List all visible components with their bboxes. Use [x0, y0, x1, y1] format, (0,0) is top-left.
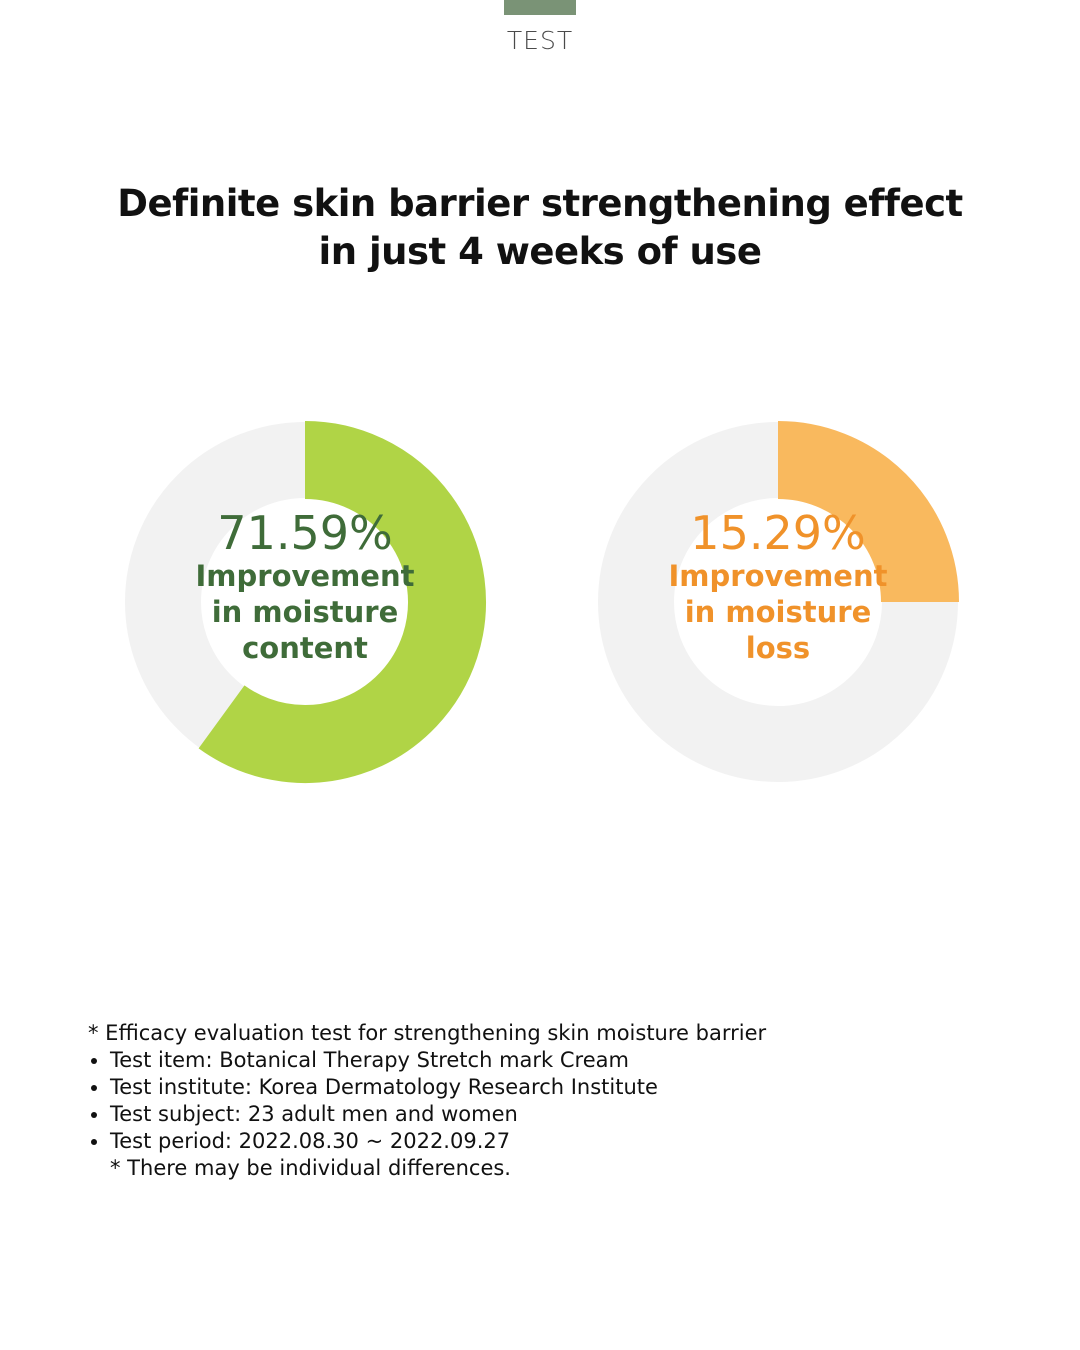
- donut-center-moisture-content: 71.59% Improvement in moisture content: [115, 412, 495, 792]
- donut-svg-moisture-loss: [598, 421, 959, 782]
- notes-item: Test subject: 23 adult men and women: [110, 1101, 988, 1128]
- donut-chart-moisture-loss: 15.29% Improvement in moisture loss: [588, 412, 968, 792]
- section-label: TEST: [506, 26, 574, 55]
- notes-item: Test period: 2022.08.30 ~ 2022.09.27: [110, 1128, 988, 1155]
- notes-list: Test item: Botanical Therapy Stretch mar…: [88, 1047, 988, 1155]
- donut-fill-arc: [198, 421, 486, 783]
- headline-line-1: Definite skin barrier strengthening effe…: [117, 182, 963, 225]
- notes-item: Test institute: Korea Dermatology Resear…: [110, 1074, 988, 1101]
- donut-chart-moisture-content: 71.59% Improvement in moisture content: [115, 412, 495, 792]
- headline-line-2: in just 4 weeks of use: [318, 230, 762, 273]
- notes-disclaimer: * There may be individual differences.: [110, 1156, 511, 1180]
- notes-heading: * Efficacy evaluation test for strengthe…: [88, 1021, 767, 1045]
- percentage-value: 71.59%: [217, 506, 393, 560]
- percentage-value: 15.29%: [690, 506, 866, 560]
- donut-fill-arc: [776, 421, 959, 604]
- metric-description: Improvement in moisture content: [195, 559, 415, 665]
- donut-svg-moisture-content: [125, 421, 486, 783]
- donut-center-moisture-loss: 15.29% Improvement in moisture loss: [588, 412, 968, 792]
- top-accent-bar: [504, 0, 576, 15]
- notes-item: Test item: Botanical Therapy Stretch mar…: [110, 1047, 988, 1074]
- headline: Definite skin barrier strengthening effe…: [0, 180, 1080, 276]
- test-notes: * Efficacy evaluation test for strengthe…: [88, 1020, 988, 1182]
- metric-description: Improvement in moisture loss: [668, 559, 888, 665]
